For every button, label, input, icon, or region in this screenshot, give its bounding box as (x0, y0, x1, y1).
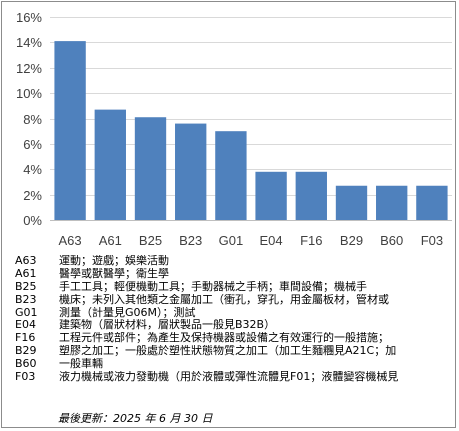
x-tick-label: B23 (179, 233, 202, 248)
y-tick-label: 12% (16, 61, 42, 76)
legend-code: F03 (15, 370, 36, 384)
x-tick-label: G01 (219, 233, 244, 248)
y-tick-label: 10% (16, 86, 42, 101)
legend-description: 醫學或獸醫學；衛生學 (59, 267, 169, 280)
legend-description: 運動；遊戲；娛樂活動 (59, 255, 169, 267)
legend-description: 塑膠之加工；一般處於塑性狀態物質之加工（加工生麵糰見A21C；加 (59, 345, 397, 358)
x-tick-label: B29 (340, 233, 363, 248)
y-tick-label: 2% (23, 188, 42, 203)
legend-description: 測量（計量見G06M）；測試 (59, 306, 196, 319)
legend-row: E04 建築物（層狀材料，層狀製品一般見B32B） (15, 319, 451, 332)
bar (295, 171, 327, 220)
legend-row: B23 機床；未列入其他類之金屬加工（衝孔，穿孔，用金屬板材，管材或 (15, 292, 451, 307)
bar (376, 185, 408, 220)
x-tick-label: E04 (260, 233, 283, 248)
legend-row: B29 塑膠之加工；一般處於塑性狀態物質之加工（加工生麵糰見A21C；加 (15, 344, 451, 358)
y-tick-label: 16% (16, 10, 42, 25)
x-tick-label: A61 (99, 233, 122, 248)
legend-code: E04 (15, 318, 36, 332)
bar (94, 109, 126, 220)
x-tick-label: F03 (421, 233, 443, 248)
legend-description: 液力機械或液力發動機（用於液體或彈性流體見F01；液體變容機械見 (59, 371, 399, 384)
legend-description: 建築物（層狀材料，層狀製品一般見B32B） (59, 319, 276, 332)
legend-code: B29 (15, 344, 37, 358)
legend: A63 運動；遊戲；娛樂活動 A61 醫學或獸醫學；衛生學 B25 手工工具；輕… (15, 254, 451, 384)
y-tick-label: 6% (23, 137, 42, 152)
x-tick-label: B25 (139, 233, 162, 248)
legend-description: 一般車輛 (59, 358, 103, 371)
y-tick-label: 8% (23, 112, 42, 127)
legend-row: F03 液力機械或液力發動機（用於液體或彈性流體見F01；液體變容機械見 (15, 370, 451, 384)
legend-code: F16 (15, 331, 36, 345)
legend-row: B25 手工工具；輕便機動工具；手動器械之手柄；車間設備；機械手 (15, 279, 451, 294)
legend-row: G01 測量（計量見G06M）；測試 (15, 305, 451, 320)
y-tick-label: 0% (23, 213, 42, 228)
legend-row: A63 運動；遊戲；娛樂活動 (15, 254, 451, 268)
legend-code: B60 (15, 357, 37, 371)
legend-code: B23 (15, 292, 37, 306)
bar (416, 185, 448, 220)
legend-code: G01 (15, 305, 38, 319)
legend-description: 手工工具；輕便機動工具；手動器械之手柄；車間設備；機械手 (59, 280, 367, 293)
bar (215, 131, 247, 220)
y-tick-label: 4% (23, 162, 42, 177)
bar (175, 123, 207, 220)
bar (335, 185, 368, 220)
bar (255, 171, 287, 220)
x-tick-label: F16 (300, 233, 322, 248)
legend-row: B60 一般車輛 (15, 357, 451, 371)
y-tick-label: 14% (16, 35, 42, 50)
legend-row: A61 醫學或獸醫學；衛生學 (15, 266, 451, 281)
legend-description: 機床；未列入其他類之金屬加工（衝孔，穿孔，用金屬板材，管材或 (59, 293, 389, 306)
legend-code: A61 (15, 266, 37, 280)
legend-code: A63 (15, 254, 37, 267)
bar (134, 117, 167, 220)
bar-chart: 0% 2% 4% 6% 8% 10% 12% 14% 16% A63 A61 B25 B23 G01 E04… (16, 10, 452, 248)
legend-code: B25 (15, 279, 37, 293)
legend-row: F16 工程元件或部件；為產生及保持機器或設備之有效運行的一般措施； (15, 331, 451, 345)
last-updated-note: 最後更新：2025 年 6 月 30 日 (58, 412, 213, 425)
x-tick-label: B60 (380, 233, 403, 248)
x-tick-label: A63 (59, 233, 82, 248)
bar (54, 41, 86, 221)
legend-description: 工程元件或部件；為產生及保持機器或設備之有效運行的一般措施； (59, 332, 389, 345)
